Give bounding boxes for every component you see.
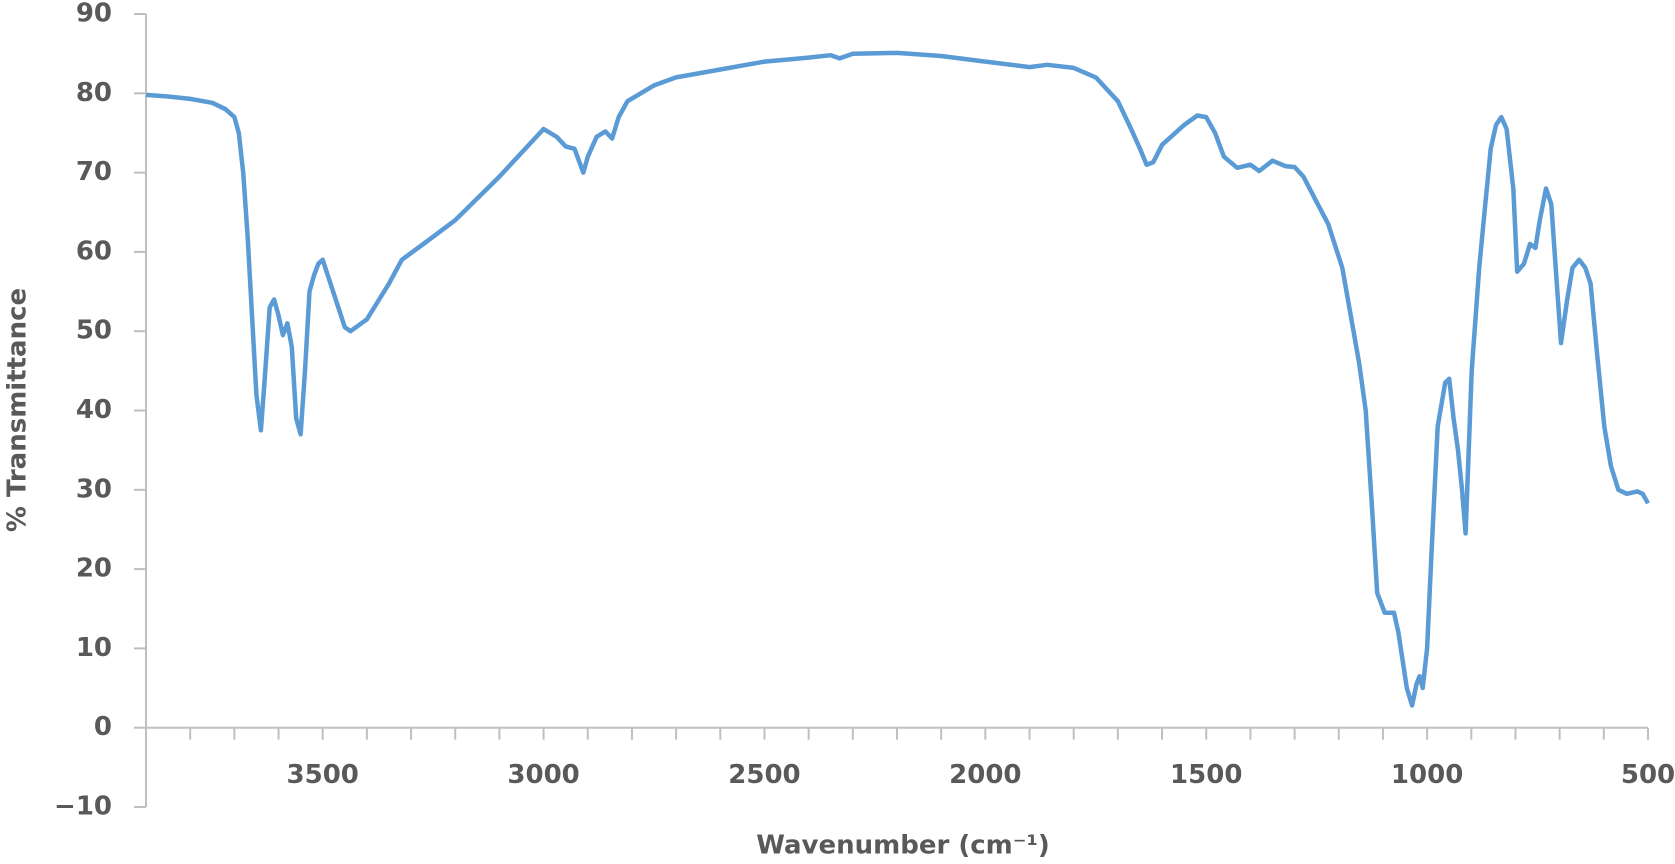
y-tick-label: 90 — [76, 0, 112, 29]
y-tick-label: −10 — [54, 792, 112, 822]
x-axis-title: Wavenumber (cm⁻¹) — [756, 831, 1050, 861]
y-tick-label: 30 — [76, 474, 112, 504]
spectrum-line — [145, 50, 1650, 708]
x-tick-label: 2000 — [949, 760, 1021, 790]
x-tick-label: 1500 — [1170, 760, 1242, 790]
y-tick-label: 20 — [76, 554, 112, 584]
x-tick-label: 3000 — [507, 760, 579, 790]
y-tick-label: 80 — [76, 78, 112, 108]
y-axis-title: % Transmittance — [3, 288, 33, 532]
y-tick-label: 60 — [76, 236, 112, 266]
x-tick-label: 2500 — [728, 760, 800, 790]
x-tick-label: 500 — [1621, 760, 1675, 790]
y-tick-label: 10 — [76, 633, 112, 663]
x-tick-label: 3500 — [287, 760, 359, 790]
y-tick-label: 50 — [76, 316, 112, 346]
y-tick-label: 0 — [94, 712, 112, 742]
y-tick-label: 40 — [76, 395, 112, 425]
x-tick-label: 1000 — [1391, 760, 1463, 790]
y-tick-label: 70 — [76, 157, 112, 187]
